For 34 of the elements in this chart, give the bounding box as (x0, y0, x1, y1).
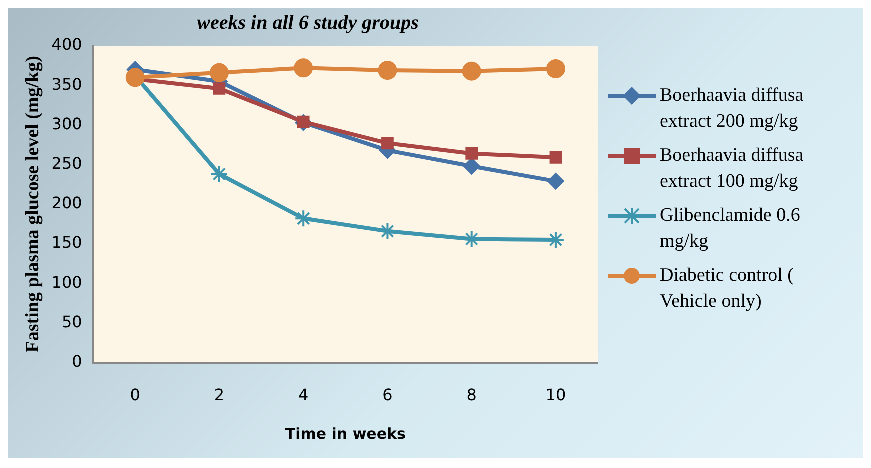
x-tick-label: 2 (214, 386, 225, 405)
y-tick-label: 100 (52, 272, 82, 292)
legend-label: Glibenclamide 0.6 mg/kg (660, 204, 802, 254)
point (466, 148, 478, 160)
point (294, 210, 313, 228)
x-axis-title: Time in weeks (285, 424, 406, 443)
point (210, 165, 229, 184)
y-tick-label: 400 (52, 35, 82, 54)
point (550, 152, 562, 164)
y-axis-title: Fasting plasma glucose level (mg/kg) (22, 56, 44, 353)
y-tick-label: 200 (52, 194, 82, 213)
x-tick-label: 0 (130, 386, 140, 405)
point (378, 61, 398, 80)
point (294, 58, 314, 78)
y-tick-label: 350 (52, 74, 82, 94)
y-tick-label: 300 (52, 114, 82, 134)
chart-title: weeks in all 6 study groups (197, 12, 420, 34)
point (382, 137, 394, 150)
point (462, 62, 482, 81)
y-tick-label: 50 (62, 312, 82, 332)
legend-label: Boerhaavia diffusa extract 100 mg/kg (660, 144, 805, 194)
point (378, 222, 397, 240)
point (546, 59, 566, 78)
x-tick-label: 6 (382, 386, 393, 405)
point (547, 172, 564, 190)
legend-label: Diabetic control ( Vehicle only) (660, 264, 796, 314)
point (463, 158, 480, 175)
x-tick-label: 10 (546, 386, 566, 405)
y-tick-label: 0 (72, 352, 82, 371)
legend-label: Boerhaavia diffusa extract 200 mg/kg (660, 84, 805, 134)
x-tick-label: 4 (298, 386, 309, 405)
y-tick-label: 150 (52, 233, 82, 252)
x-tick-label: 8 (466, 386, 477, 405)
y-tick-label: 250 (52, 154, 82, 173)
